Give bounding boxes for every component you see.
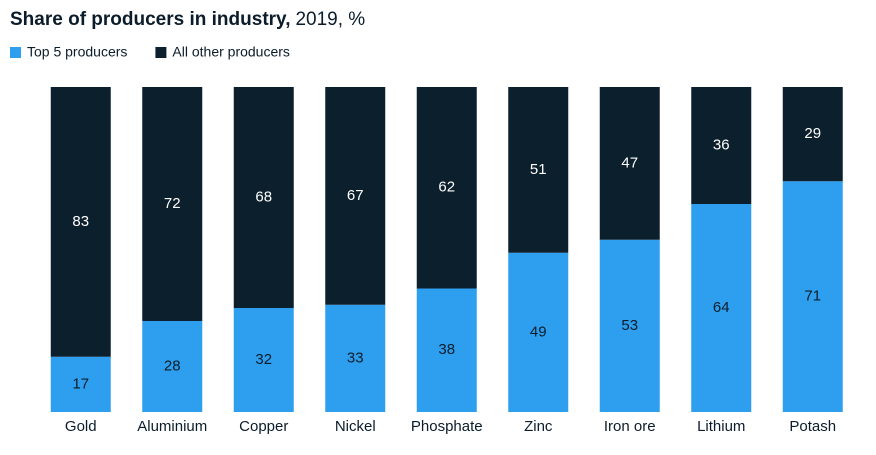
bar-segment: [142, 321, 203, 412]
legend-swatch: [155, 47, 167, 58]
x-tick-label: Nickel: [335, 418, 376, 435]
value-label: 17: [72, 375, 89, 392]
value-label: 47: [621, 154, 638, 171]
value-label: 71: [804, 288, 821, 305]
legend-label: All other producers: [172, 44, 290, 60]
value-label: 38: [438, 341, 455, 358]
x-tick-label: Lithium: [697, 418, 745, 435]
value-label: 29: [804, 125, 821, 142]
bar-segment: [50, 356, 111, 412]
bar-segment: [599, 239, 660, 412]
x-tick-label: Zinc: [524, 418, 553, 435]
x-tick-label: Aluminium: [137, 418, 207, 435]
value-label: 51: [530, 161, 547, 178]
value-label: 36: [713, 136, 730, 153]
legend-swatch: [10, 47, 21, 58]
bar-segment: [508, 252, 569, 412]
bar-segment: [233, 87, 294, 308]
chart-title: Share of producers in industry, 2019, %: [10, 9, 365, 30]
x-tick-label: Potash: [789, 418, 836, 435]
bar-segment: [691, 87, 752, 204]
bar-segment: [782, 87, 843, 182]
value-label: 28: [164, 357, 181, 374]
bar-segment: [782, 181, 843, 412]
bar-segment: [599, 87, 660, 240]
bar-segment: [142, 87, 203, 321]
bar-segment: [50, 87, 111, 357]
bar-segment: [416, 288, 477, 412]
x-tick-label: Phosphate: [411, 418, 483, 435]
value-label: 83: [72, 213, 89, 230]
value-label: 62: [438, 179, 455, 196]
x-tick-label: Iron ore: [604, 418, 656, 435]
value-label: 72: [164, 195, 181, 212]
x-tick-label: Copper: [239, 418, 288, 435]
title: Share of producers in industry,: [10, 9, 290, 30]
x-tick-label: Gold: [65, 418, 97, 435]
bar-segment: [416, 87, 477, 289]
value-label: 68: [255, 188, 272, 205]
value-label: 67: [347, 187, 364, 204]
value-label: 64: [713, 299, 730, 316]
bar-segment: [691, 204, 752, 412]
bar-segment: [325, 87, 386, 305]
value-label: 33: [347, 349, 364, 366]
value-label: 32: [255, 351, 272, 368]
value-label: 53: [621, 317, 638, 334]
bar-segment: [325, 304, 386, 412]
value-label: 49: [530, 323, 547, 340]
bar-segment: [508, 87, 569, 253]
bar-segment: [233, 308, 294, 412]
legend-label: Top 5 producers: [27, 44, 127, 60]
subtitle: 2019, %: [295, 9, 365, 30]
